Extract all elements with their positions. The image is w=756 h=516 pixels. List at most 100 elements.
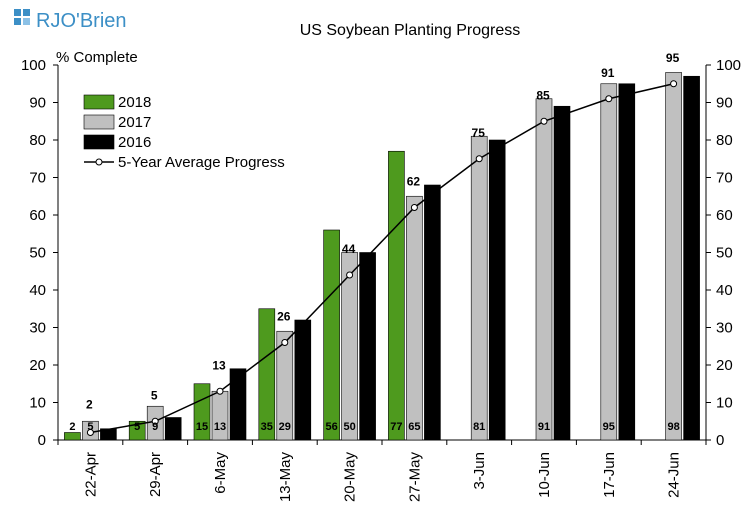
bar-2016 bbox=[618, 83, 636, 441]
bar-2016 bbox=[488, 139, 506, 441]
y-tick-label-right: 30 bbox=[716, 320, 733, 337]
bar-value-label: 29 bbox=[279, 421, 291, 433]
x-tick-label: 10-Jun bbox=[536, 452, 553, 498]
y-tick-label-right: 60 bbox=[716, 207, 733, 224]
x-tick-label: 6-May bbox=[212, 452, 229, 494]
average-point bbox=[540, 117, 548, 125]
y-tick-label-left: 30 bbox=[29, 320, 46, 337]
x-tick-label: 27-May bbox=[406, 452, 423, 503]
data-labels-group: 2 5 5 9 15 13 35 29 56 50 77 65 81 91 95 98251326446275… bbox=[69, 51, 679, 433]
bar-value-label: 15 bbox=[196, 421, 208, 433]
average-value-label: 75 bbox=[472, 126, 486, 140]
x-tick-label: 17-Jun bbox=[601, 452, 618, 498]
average-point bbox=[216, 387, 224, 395]
bar-2018 bbox=[258, 308, 276, 441]
bar-2018 bbox=[128, 420, 146, 441]
y-tick-label-left: 90 bbox=[29, 95, 46, 112]
x-tick-label: 20-May bbox=[342, 452, 359, 503]
y-tick-label-right: 20 bbox=[716, 357, 733, 374]
bar-2017 bbox=[470, 135, 488, 441]
bar-2017 bbox=[276, 330, 294, 441]
x-tick-label: 22-Apr bbox=[82, 452, 99, 497]
y-tick-label-left: 80 bbox=[29, 132, 46, 149]
bar-value-label: 95 bbox=[603, 421, 615, 433]
legend-label: 2018 bbox=[118, 94, 151, 111]
average-point bbox=[151, 417, 159, 425]
bar-2016 bbox=[294, 319, 312, 441]
bar-2017 bbox=[535, 98, 553, 441]
y-tick-label-left: 40 bbox=[29, 282, 46, 299]
y-tick-label-right: 40 bbox=[716, 282, 733, 299]
average-point bbox=[670, 80, 678, 88]
average-value-label: 13 bbox=[212, 358, 226, 372]
bar-value-label: 77 bbox=[390, 421, 402, 433]
average-value-label: 62 bbox=[407, 175, 421, 189]
legend-label: 2016 bbox=[118, 134, 151, 151]
bar-value-label: 98 bbox=[667, 421, 679, 433]
average-point bbox=[346, 271, 354, 279]
bar-2017 bbox=[341, 252, 358, 441]
y-tick-label-left: 70 bbox=[29, 170, 46, 187]
x-tick-label: 24-Jun bbox=[666, 452, 683, 498]
bar-2016 bbox=[553, 105, 571, 441]
chart-title: US Soybean Planting Progress bbox=[300, 22, 521, 39]
bar-2016 bbox=[229, 368, 247, 441]
rjobrien-logo: RJO'Brien bbox=[14, 9, 127, 32]
y-tick-label-right: 80 bbox=[716, 132, 733, 149]
y-tick-label-left: 20 bbox=[29, 357, 46, 374]
y-tick-label-left: 50 bbox=[29, 245, 46, 262]
bar-2018 bbox=[64, 432, 81, 441]
y-tick-label-right: 70 bbox=[716, 170, 733, 187]
bar-2018 bbox=[388, 150, 405, 441]
y-tick-label-right: 90 bbox=[716, 95, 733, 112]
logo-square-2 bbox=[23, 9, 30, 16]
logo-square-4 bbox=[23, 18, 30, 25]
bar-2016 bbox=[424, 184, 441, 441]
y-tick-label-left: 60 bbox=[29, 207, 46, 224]
average-point bbox=[410, 204, 418, 211]
axes: 0 0 10 10 20 20 30 30 40 40 50 50 60 60 70 70 80 80 90 90 10… bbox=[21, 57, 741, 502]
bar-2017 bbox=[665, 72, 682, 441]
average-point bbox=[281, 339, 289, 346]
y-tick-label-right: 50 bbox=[716, 245, 733, 262]
x-tick-label: 3-Jun bbox=[471, 452, 488, 490]
legend: 2018 2017 2016 5-Year Average Progress bbox=[83, 94, 285, 171]
bar-value-label: 5 bbox=[134, 421, 140, 433]
y-axis-label: % Complete bbox=[56, 49, 138, 66]
bar-2017 bbox=[406, 195, 423, 441]
bar-2016 bbox=[164, 417, 182, 441]
y-tick-label-right: 100 bbox=[716, 57, 741, 74]
logo-square-3 bbox=[14, 18, 21, 25]
bars-group bbox=[64, 72, 700, 441]
bar-value-label: 9 bbox=[152, 421, 158, 433]
average-value-label: 26 bbox=[277, 310, 291, 324]
bar-2018 bbox=[323, 229, 340, 441]
average-line bbox=[90, 83, 674, 434]
average-point bbox=[86, 429, 94, 436]
average-value-label: 2 bbox=[86, 398, 93, 412]
y-tick-label-left: 10 bbox=[29, 395, 46, 412]
bar-value-label: 81 bbox=[473, 421, 485, 433]
y-tick-label-right: 10 bbox=[716, 395, 733, 412]
average-value-label: 5 bbox=[151, 388, 158, 402]
average-value-label: 95 bbox=[666, 51, 680, 65]
bar-2016 bbox=[359, 252, 376, 441]
bar-value-label: 5 bbox=[87, 421, 93, 433]
bar-value-label: 56 bbox=[325, 421, 337, 433]
legend-label: 2017 bbox=[118, 114, 151, 131]
y-tick-label-left: 0 bbox=[38, 432, 46, 449]
legend-swatch-2016 bbox=[83, 134, 115, 150]
y-tick-label-left: 100 bbox=[21, 57, 46, 74]
bar-value-label: 35 bbox=[261, 421, 273, 433]
average-line-group bbox=[86, 80, 678, 436]
x-tick-label: 13-May bbox=[277, 452, 294, 503]
legend-swatch-2018 bbox=[83, 94, 115, 110]
average-point bbox=[605, 95, 613, 103]
average-value-label: 85 bbox=[536, 88, 550, 102]
average-value-label: 91 bbox=[601, 66, 615, 80]
bar-2017 bbox=[600, 83, 618, 441]
bar-value-label: 13 bbox=[214, 421, 226, 433]
bar-value-label: 50 bbox=[343, 421, 355, 433]
